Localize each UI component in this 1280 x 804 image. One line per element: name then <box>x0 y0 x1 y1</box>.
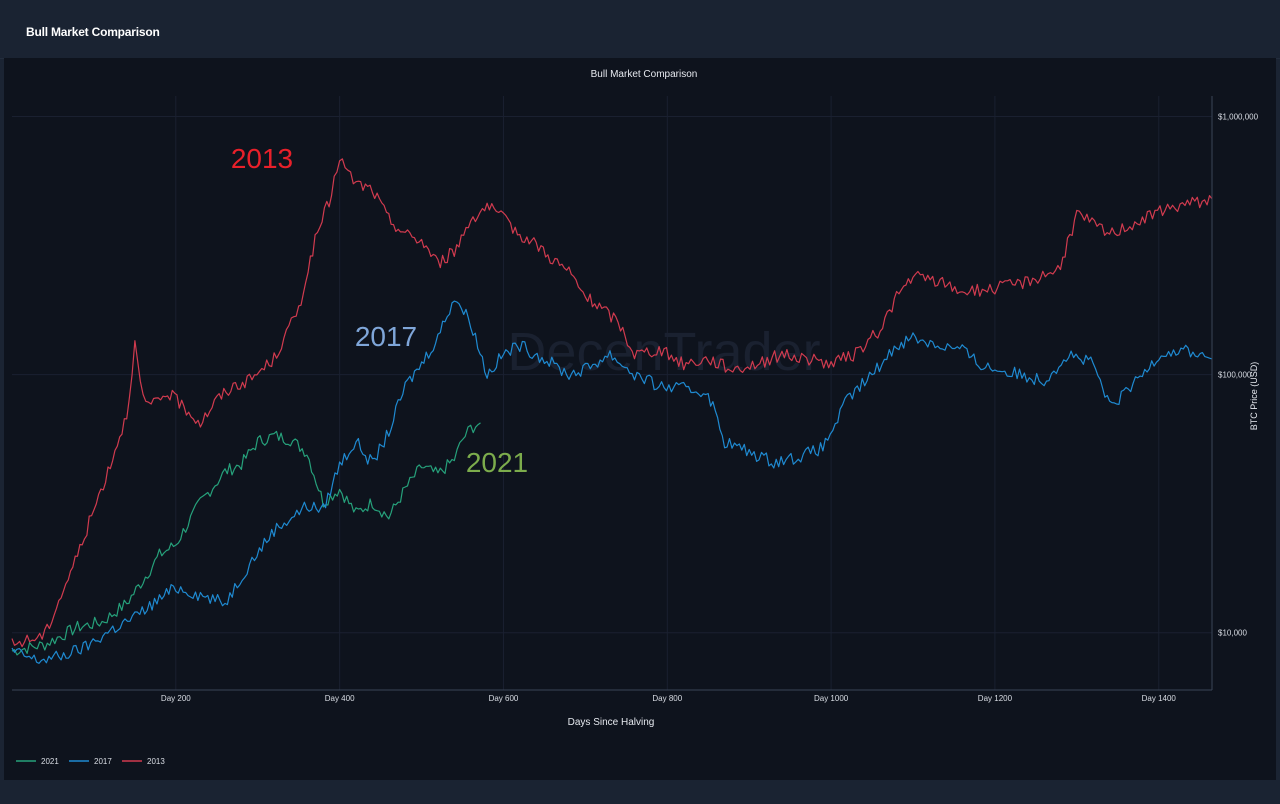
x-tick-label: Day 1000 <box>814 694 849 703</box>
series-layer <box>11 158 1213 664</box>
x-tick-label: Day 400 <box>325 694 355 703</box>
annotation-2017: 2017 <box>355 321 417 352</box>
y-tick-label: $10,000 <box>1218 629 1247 638</box>
annotation-2021: 2021 <box>466 447 528 478</box>
gridlines <box>12 96 1212 690</box>
legend-item-2017[interactable]: 2017 <box>69 757 112 766</box>
legend-label: 2013 <box>147 757 165 766</box>
annotation-2013: 2013 <box>231 143 293 174</box>
chart-area: Bull Market Comparison DecenTrader Day 2… <box>4 58 1276 780</box>
x-tick-label: Day 1200 <box>978 694 1013 703</box>
series-line-2013 <box>11 158 1213 648</box>
panel-header: Bull Market Comparison <box>0 0 1280 59</box>
series-line-2021 <box>11 422 481 656</box>
y-axis-label: BTC Price (USD) <box>1249 362 1259 431</box>
y-tick-label: $1,000,000 <box>1218 112 1259 121</box>
x-tick-label: Day 1400 <box>1142 694 1177 703</box>
x-tick-label: Day 800 <box>652 694 682 703</box>
x-tick-label: Day 600 <box>489 694 519 703</box>
bull-market-chart: Bull Market Comparison DecenTrader Day 2… <box>11 69 1259 766</box>
legend-item-2021[interactable]: 2021 <box>16 757 59 766</box>
x-tick-label: Day 200 <box>161 694 191 703</box>
watermark: DecenTrader <box>507 322 820 382</box>
panel-title: Bull Market Comparison <box>26 25 160 39</box>
series-line-2017 <box>11 300 1213 664</box>
x-axis-label: Days Since Halving <box>568 717 655 728</box>
y-tick-label: $100,000 <box>1218 371 1252 380</box>
chart-title: Bull Market Comparison <box>591 69 698 80</box>
annotations: 2013 2017 2021 <box>231 143 528 478</box>
legend-item-2013[interactable]: 2013 <box>122 757 165 766</box>
legend-label: 2021 <box>41 757 59 766</box>
legend-label: 2017 <box>94 757 112 766</box>
axes: Day 200 Day 400 Day 600 Day 800 Day 1000 Day … <box>12 96 1259 703</box>
legend[interactable]: 2021 2017 2013 <box>16 757 165 766</box>
bottom-strip <box>0 780 1280 804</box>
